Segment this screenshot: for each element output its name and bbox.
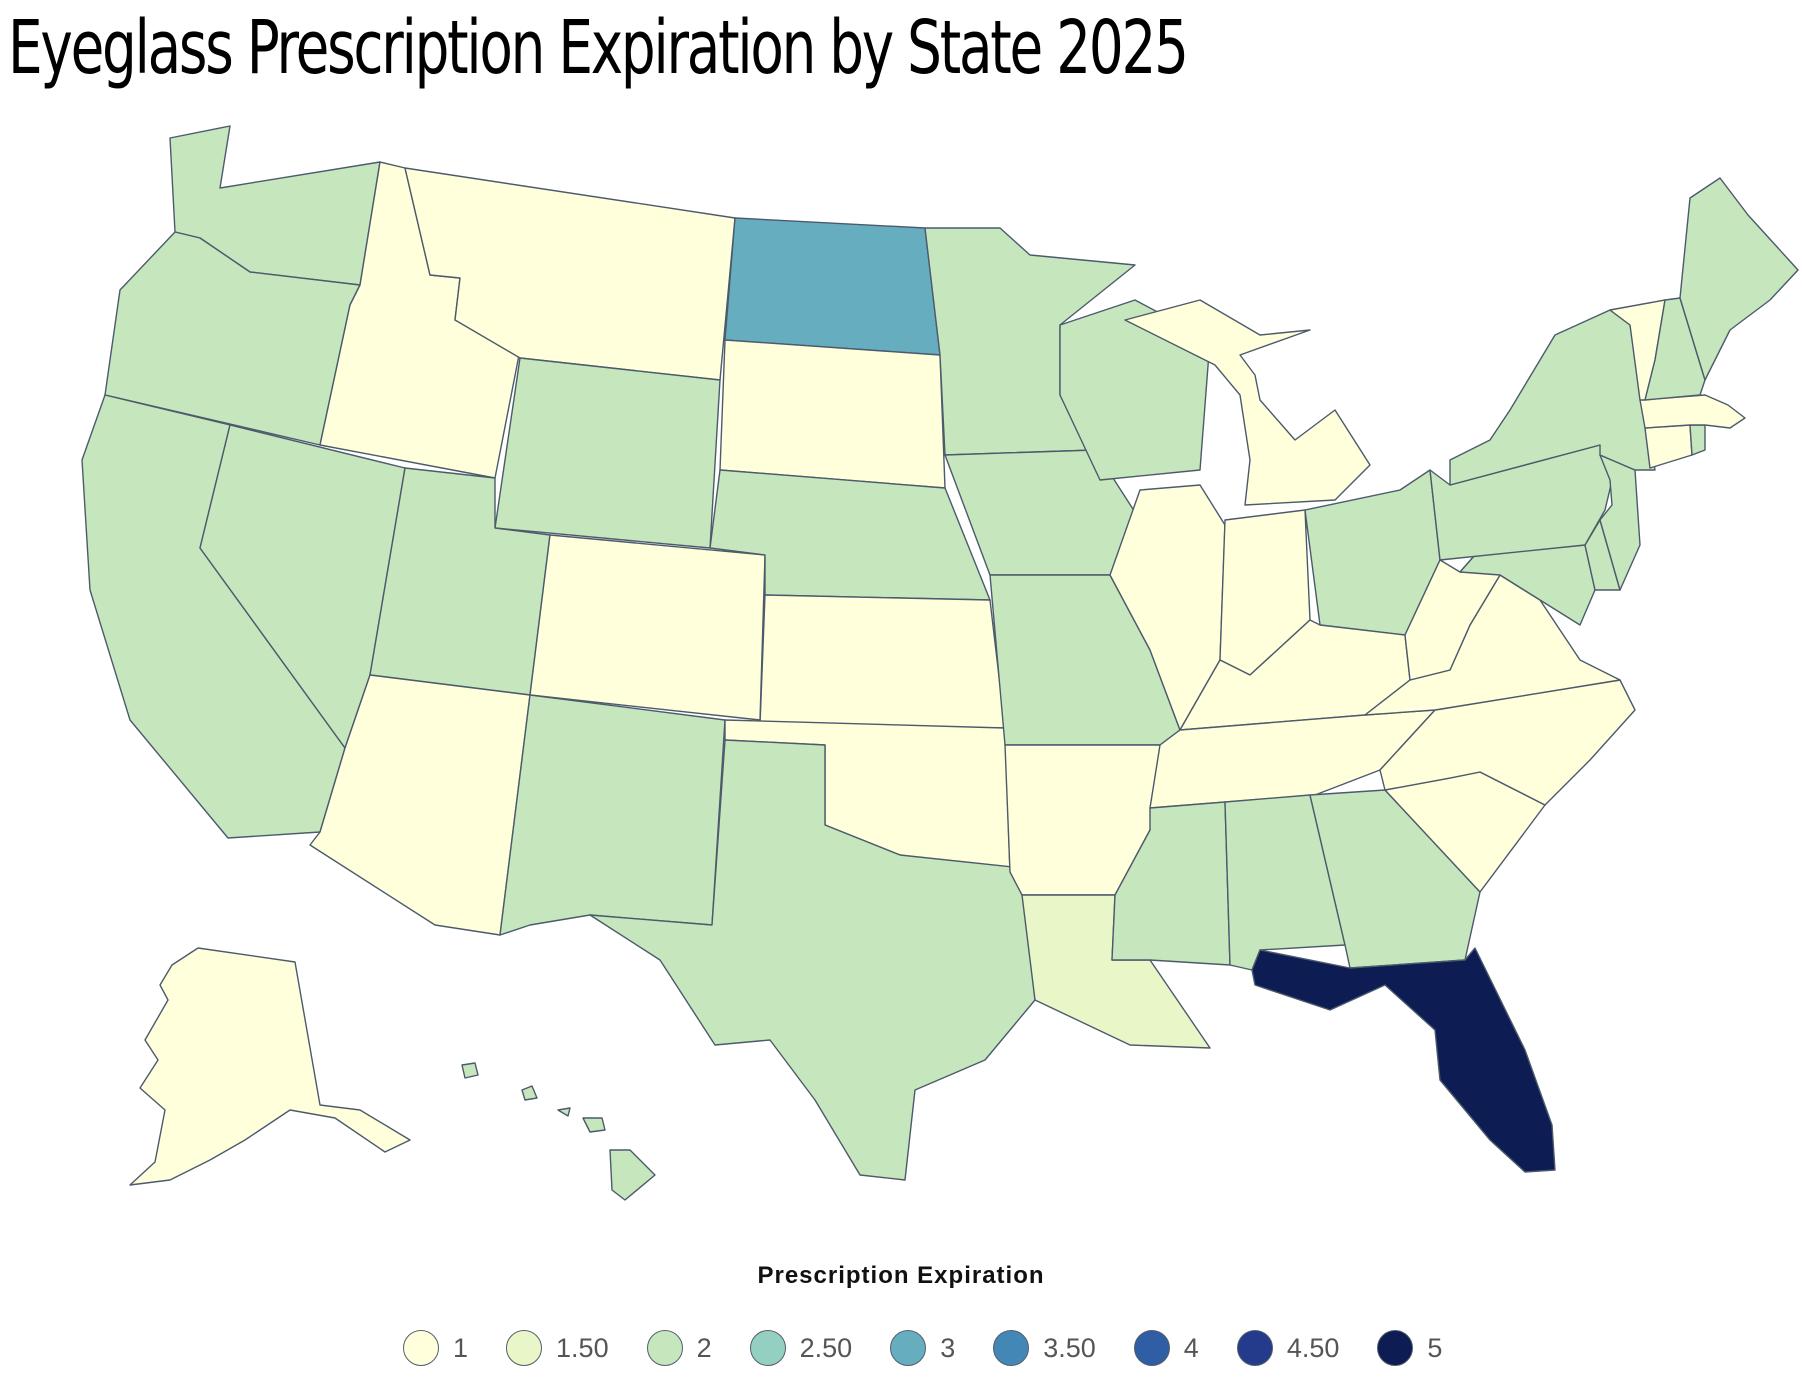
legend-swatch	[749, 1330, 786, 1366]
legend-swatch	[506, 1330, 543, 1366]
legend-label: 3	[940, 1332, 956, 1363]
state-wyoming[interactable]	[494, 357, 721, 549]
legend-item[interactable]: 1.50	[506, 1330, 609, 1366]
state-rhode-island[interactable]	[1689, 424, 1706, 456]
legend: 1 1.50 2 2.50 3 3.50 4 4.50 5	[403, 1330, 1480, 1366]
state-florida[interactable]	[1251, 947, 1556, 1173]
state-north-dakota[interactable]	[724, 217, 941, 356]
legend-item[interactable]: 1	[403, 1330, 468, 1366]
state-alaska[interactable]	[129, 947, 411, 1186]
state-wisconsin[interactable]	[1059, 299, 1211, 481]
legend-label: 2.50	[799, 1332, 853, 1363]
state-michigan[interactable]	[1124, 299, 1371, 506]
legend-label: 5	[1427, 1332, 1443, 1363]
state-new-mexico[interactable]	[499, 694, 726, 936]
us-state-map	[81, 125, 1799, 1201]
legend-swatch	[1236, 1330, 1273, 1366]
legend-item[interactable]: 2.50	[749, 1330, 853, 1366]
state-maine[interactable]	[1679, 177, 1799, 381]
legend-title: Prescription Expiration	[757, 1262, 1045, 1289]
legend-label: 4.50	[1286, 1332, 1340, 1363]
state-texas[interactable]	[589, 739, 1036, 1181]
state-massachusetts[interactable]	[1639, 394, 1746, 429]
legend-label: 3.50	[1043, 1332, 1096, 1363]
map-title: Eyeglass Prescription Expiration by Stat…	[8, 5, 1189, 91]
legend-item[interactable]: 2	[646, 1330, 712, 1366]
state-new-jersey[interactable]	[1599, 454, 1641, 591]
state-colorado[interactable]	[529, 534, 766, 721]
legend-item[interactable]: 3	[890, 1330, 955, 1366]
state-kansas[interactable]	[759, 594, 1006, 729]
legend-swatch	[993, 1330, 1030, 1366]
legend-label: 2	[696, 1332, 712, 1363]
legend-label: 1	[453, 1332, 469, 1363]
legend-item[interactable]: 4.50	[1236, 1330, 1340, 1366]
legend-item[interactable]: 4	[1133, 1330, 1199, 1366]
legend-label: 1.50	[556, 1332, 609, 1363]
legend-swatch	[646, 1330, 683, 1366]
legend-item[interactable]: 3.50	[993, 1330, 1096, 1366]
legend-swatch	[1133, 1330, 1170, 1366]
state-connecticut[interactable]	[1644, 424, 1693, 469]
legend-item[interactable]: 5	[1377, 1330, 1442, 1366]
state-south-dakota[interactable]	[719, 339, 946, 489]
legend-swatch	[890, 1330, 927, 1366]
legend-swatch	[1377, 1330, 1414, 1366]
legend-swatch	[403, 1330, 439, 1366]
legend-label: 4	[1183, 1332, 1199, 1363]
state-hawaii[interactable]	[461, 1062, 656, 1201]
